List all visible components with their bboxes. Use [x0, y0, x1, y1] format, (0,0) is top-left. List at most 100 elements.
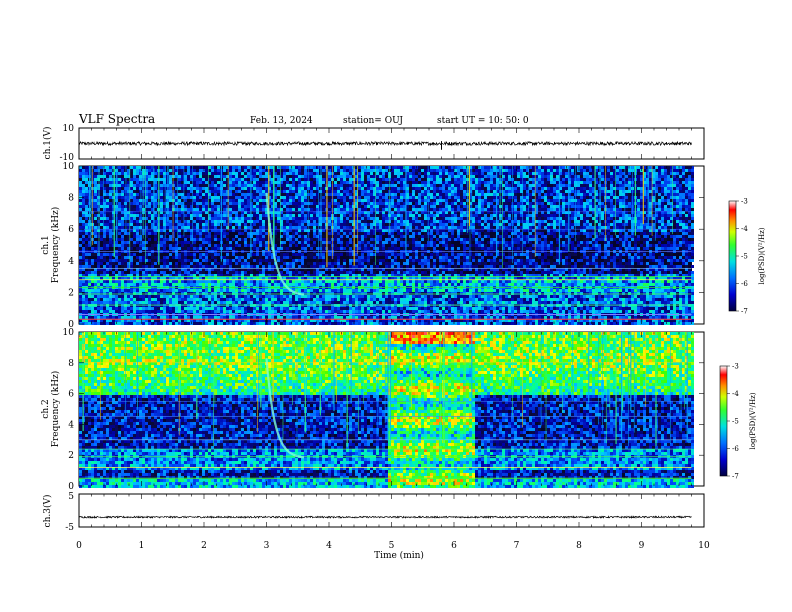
- spectrogram-cell: [319, 280, 322, 283]
- spectrogram-cell: [211, 220, 214, 223]
- spectrogram-cell: [79, 181, 82, 184]
- spectrogram-cell: [199, 268, 202, 271]
- spectrogram-cell: [271, 259, 274, 262]
- spectrogram-cell: [355, 244, 358, 247]
- spectrogram-cell: [337, 232, 340, 235]
- spectrogram-cell: [283, 169, 286, 172]
- spectrogram-cell: [154, 301, 157, 304]
- spectrogram-cell: [229, 178, 232, 181]
- spectrogram-cell: [301, 253, 304, 256]
- spectrogram-cell: [145, 190, 148, 193]
- spectrogram-cell: [367, 253, 370, 256]
- spectrogram-cell: [313, 166, 316, 169]
- spectrogram-cell: [169, 199, 172, 202]
- spectrogram-cell: [289, 226, 292, 229]
- spectrogram-cell: [241, 187, 244, 190]
- spectrogram-cell: [280, 229, 283, 232]
- spectrogram-cell: [112, 169, 115, 172]
- spectrogram-cell: [319, 295, 322, 298]
- spectrogram-cell: [244, 283, 247, 286]
- spectrogram-cell: [271, 229, 274, 232]
- spectrogram-cell: [214, 199, 217, 202]
- spectrogram-cell: [118, 295, 121, 298]
- spectrogram-cell: [199, 301, 202, 304]
- spectrogram-cell: [214, 226, 217, 229]
- spectrogram-cell: [229, 175, 232, 178]
- spectrogram-cell: [244, 277, 247, 280]
- spectrogram-cell: [229, 217, 232, 220]
- spectrogram-cell: [103, 268, 106, 271]
- spectrogram-cell: [181, 292, 184, 295]
- spectrogram-cell: [178, 256, 181, 259]
- spectrogram-cell: [310, 277, 313, 280]
- spectrogram-cell: [211, 202, 214, 205]
- spectrogram-cell: [100, 259, 103, 262]
- spectrogram-cell: [274, 265, 277, 268]
- spectrogram-cell: [214, 202, 217, 205]
- spectrogram-cell: [364, 301, 367, 304]
- spectrogram-cell: [310, 181, 313, 184]
- spectrogram-cell: [169, 196, 172, 199]
- spectrogram-cell: [340, 208, 343, 211]
- spectrogram-cell: [190, 187, 193, 190]
- spectrogram-cell: [148, 319, 151, 322]
- spectrogram-cell: [253, 226, 256, 229]
- spectrogram-cell: [130, 259, 133, 262]
- spectrogram-cell: [340, 244, 343, 247]
- spectrogram-cell: [121, 256, 124, 259]
- spectrogram-cell: [373, 202, 376, 205]
- spectrogram-cell: [361, 214, 364, 217]
- spectrogram-cell: [301, 199, 304, 202]
- spectrogram-cell: [205, 229, 208, 232]
- spectrogram-cell: [223, 307, 226, 310]
- spectrogram-cell: [256, 214, 259, 217]
- spectrogram-cell: [85, 289, 88, 292]
- spectrogram-cell: [121, 253, 124, 256]
- spectrogram-cell: [94, 232, 97, 235]
- spectrogram-cell: [349, 295, 352, 298]
- spectrogram-cell: [373, 229, 376, 232]
- spectrogram-cell: [94, 199, 97, 202]
- spectrogram-cell: [313, 232, 316, 235]
- spectrogram-cell: [187, 277, 190, 280]
- spectrogram-cell: [265, 316, 268, 319]
- spectrogram-cell: [271, 232, 274, 235]
- spectrogram-cell: [124, 211, 127, 214]
- spectrogram-cell: [313, 205, 316, 208]
- spectrogram-cell: [313, 196, 316, 199]
- spectrogram-cell: [349, 298, 352, 301]
- spectrogram-cell: [247, 268, 250, 271]
- spectrogram-cell: [124, 274, 127, 277]
- spectrogram-cell: [226, 256, 229, 259]
- spectrogram-cell: [262, 268, 265, 271]
- spectrogram-cell: [274, 211, 277, 214]
- spectrogram-cell: [259, 298, 262, 301]
- spectrogram-cell: [226, 244, 229, 247]
- spectrogram-cell: [289, 178, 292, 181]
- spectrogram-cell: [247, 223, 250, 226]
- spectrogram-cell: [310, 172, 313, 175]
- spectrogram-cell: [370, 319, 373, 322]
- spectrogram-cell: [103, 223, 106, 226]
- spectrogram-cell: [193, 220, 196, 223]
- spectrogram-cell: [217, 277, 220, 280]
- spectrogram-cell: [148, 205, 151, 208]
- spectrogram-cell: [145, 193, 148, 196]
- spectrogram-cell: [313, 223, 316, 226]
- spectrogram-cell: [367, 289, 370, 292]
- spectrogram-cell: [106, 175, 109, 178]
- spectrogram-cell: [145, 277, 148, 280]
- spectrogram-cell: [139, 196, 142, 199]
- spectrogram-cell: [253, 223, 256, 226]
- spectrogram-cell: [136, 292, 139, 295]
- spectrogram-cell: [343, 322, 346, 325]
- spectrogram-cell: [100, 292, 103, 295]
- spectrogram-cell: [325, 289, 328, 292]
- spectrogram-cell: [181, 205, 184, 208]
- spectrogram-cell: [277, 178, 280, 181]
- spectrogram-cell: [160, 202, 163, 205]
- spectrogram-cell: [160, 190, 163, 193]
- spectrogram-cell: [148, 217, 151, 220]
- spectrogram-cell: [223, 181, 226, 184]
- spectrogram-cell: [172, 295, 175, 298]
